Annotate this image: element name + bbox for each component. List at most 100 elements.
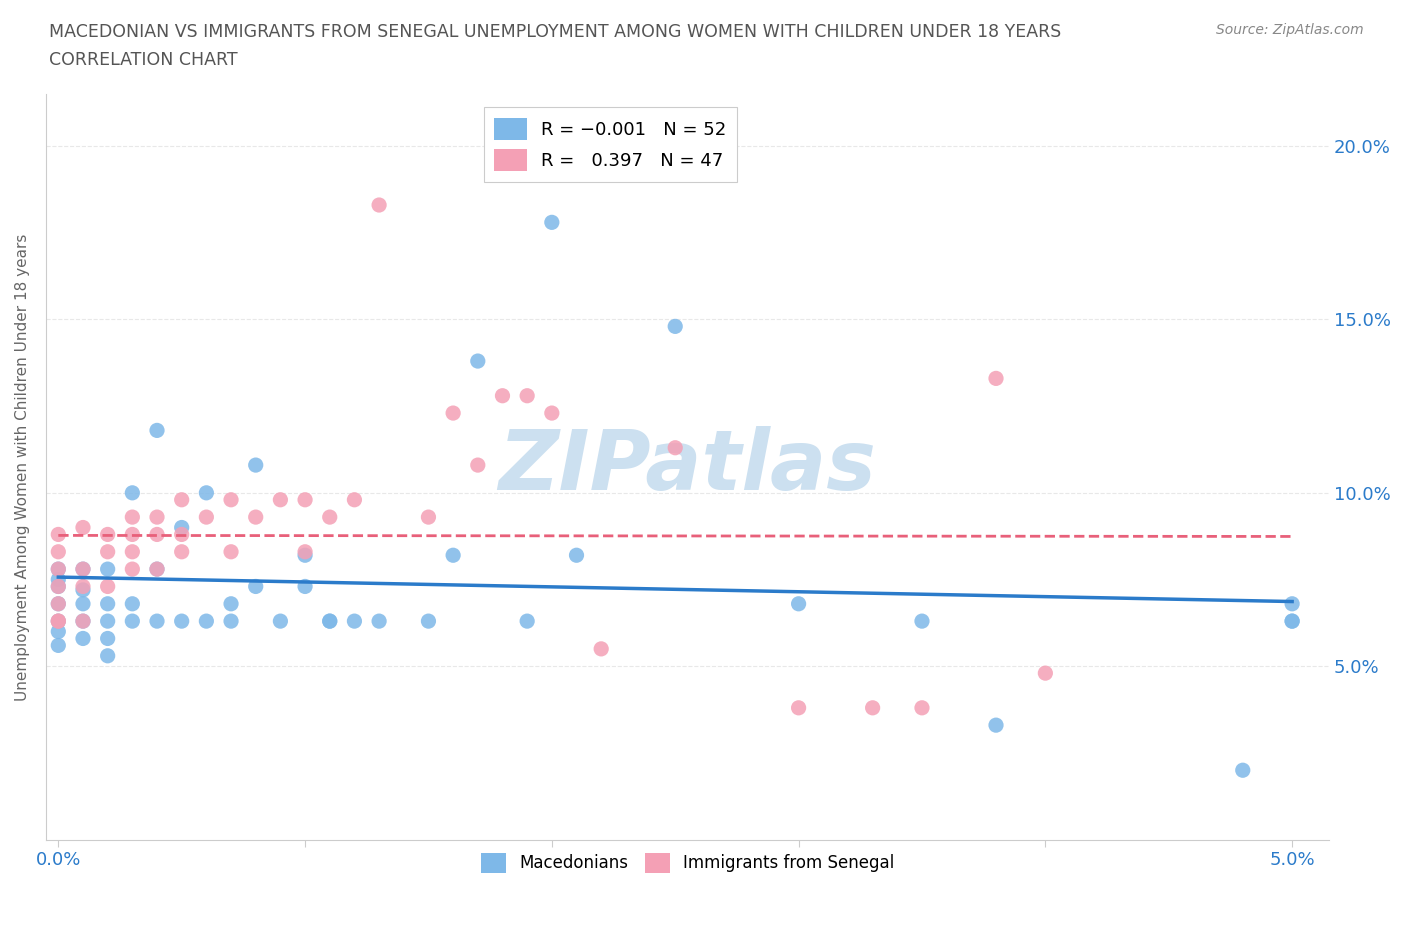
- Point: [491, 389, 513, 404]
- Y-axis label: Unemployment Among Women with Children Under 18 years: Unemployment Among Women with Children U…: [15, 233, 30, 700]
- Point: [911, 614, 934, 629]
- Point: [862, 700, 884, 715]
- Point: [46, 614, 69, 629]
- Point: [146, 510, 169, 525]
- Point: [170, 544, 193, 559]
- Point: [97, 648, 120, 663]
- Point: [319, 614, 342, 629]
- Point: [591, 642, 613, 657]
- Point: [1281, 596, 1303, 611]
- Point: [72, 579, 94, 594]
- Point: [121, 614, 143, 629]
- Point: [46, 614, 69, 629]
- Point: [368, 197, 391, 212]
- Point: [46, 596, 69, 611]
- Point: [1035, 666, 1057, 681]
- Point: [170, 614, 193, 629]
- Point: [72, 614, 94, 629]
- Point: [72, 631, 94, 646]
- Point: [46, 544, 69, 559]
- Point: [219, 492, 242, 507]
- Point: [1232, 763, 1254, 777]
- Point: [46, 527, 69, 542]
- Point: [245, 579, 267, 594]
- Point: [97, 544, 120, 559]
- Point: [467, 353, 489, 368]
- Point: [984, 718, 1007, 733]
- Point: [146, 562, 169, 577]
- Point: [46, 624, 69, 639]
- Point: [72, 562, 94, 577]
- Point: [46, 596, 69, 611]
- Text: MACEDONIAN VS IMMIGRANTS FROM SENEGAL UNEMPLOYMENT AMONG WOMEN WITH CHILDREN UND: MACEDONIAN VS IMMIGRANTS FROM SENEGAL UN…: [49, 23, 1062, 41]
- Point: [343, 614, 366, 629]
- Point: [540, 215, 562, 230]
- Point: [441, 548, 464, 563]
- Point: [911, 700, 934, 715]
- Point: [516, 389, 538, 404]
- Point: [195, 614, 218, 629]
- Point: [343, 492, 366, 507]
- Point: [219, 596, 242, 611]
- Point: [46, 638, 69, 653]
- Point: [418, 614, 440, 629]
- Point: [97, 614, 120, 629]
- Point: [664, 319, 686, 334]
- Point: [72, 582, 94, 597]
- Point: [1281, 614, 1303, 629]
- Point: [170, 520, 193, 535]
- Point: [146, 562, 169, 577]
- Point: [516, 614, 538, 629]
- Point: [294, 579, 316, 594]
- Point: [72, 562, 94, 577]
- Point: [46, 562, 69, 577]
- Point: [540, 405, 562, 420]
- Point: [294, 548, 316, 563]
- Point: [245, 458, 267, 472]
- Point: [72, 596, 94, 611]
- Text: CORRELATION CHART: CORRELATION CHART: [49, 51, 238, 69]
- Point: [121, 510, 143, 525]
- Point: [664, 440, 686, 455]
- Point: [319, 614, 342, 629]
- Point: [269, 614, 291, 629]
- Point: [46, 579, 69, 594]
- Point: [787, 596, 810, 611]
- Point: [146, 614, 169, 629]
- Point: [269, 492, 291, 507]
- Point: [46, 572, 69, 587]
- Text: ZIPatlas: ZIPatlas: [499, 426, 876, 508]
- Point: [72, 520, 94, 535]
- Point: [46, 579, 69, 594]
- Point: [121, 596, 143, 611]
- Point: [46, 614, 69, 629]
- Point: [121, 527, 143, 542]
- Point: [195, 485, 218, 500]
- Point: [565, 548, 588, 563]
- Point: [97, 527, 120, 542]
- Point: [1281, 614, 1303, 629]
- Point: [46, 562, 69, 577]
- Point: [97, 562, 120, 577]
- Point: [368, 614, 391, 629]
- Point: [418, 510, 440, 525]
- Point: [195, 510, 218, 525]
- Point: [121, 485, 143, 500]
- Point: [467, 458, 489, 472]
- Point: [170, 492, 193, 507]
- Text: Source: ZipAtlas.com: Source: ZipAtlas.com: [1216, 23, 1364, 37]
- Point: [441, 405, 464, 420]
- Point: [146, 423, 169, 438]
- Point: [146, 527, 169, 542]
- Point: [245, 510, 267, 525]
- Point: [97, 596, 120, 611]
- Point: [97, 631, 120, 646]
- Point: [121, 544, 143, 559]
- Point: [97, 579, 120, 594]
- Legend: Macedonians, Immigrants from Senegal: Macedonians, Immigrants from Senegal: [474, 846, 901, 880]
- Point: [319, 510, 342, 525]
- Point: [984, 371, 1007, 386]
- Point: [294, 492, 316, 507]
- Point: [219, 614, 242, 629]
- Point: [294, 544, 316, 559]
